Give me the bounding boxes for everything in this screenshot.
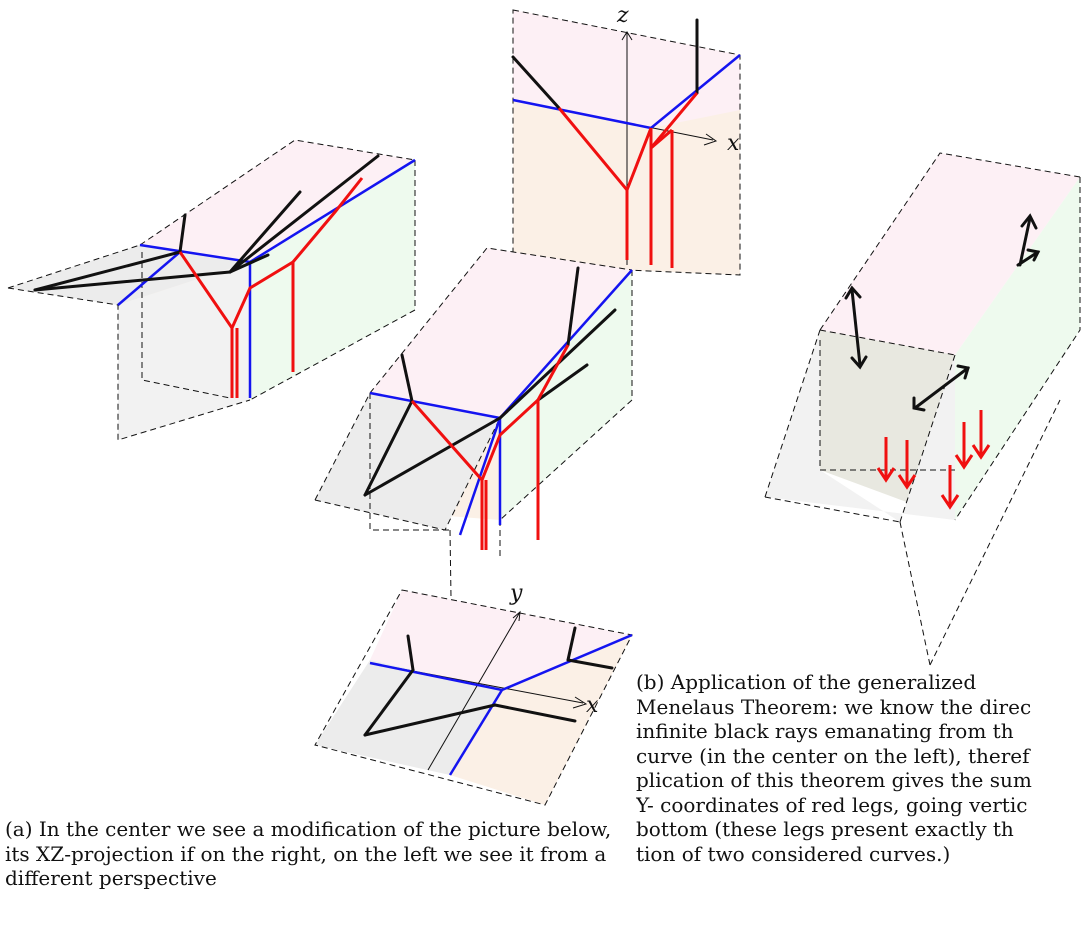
- menelaus-box-panel: [764, 152, 1081, 666]
- black-ray-arrow: [1016, 248, 1041, 267]
- center-box-panel: [314, 247, 633, 666]
- black-ray-arrow: [844, 285, 868, 370]
- caption-b-line: Menelaus Theorem: we know the direc: [636, 694, 1032, 719]
- red-leg-arrow: [954, 422, 974, 470]
- caption-b-line: infinite black rays emanating from th: [636, 719, 1014, 743]
- z-axis-label: z: [616, 3, 629, 28]
- black-ray-arrow: [1018, 213, 1038, 267]
- y-axis-label: y: [509, 581, 523, 606]
- x-axis-label-top: x: [727, 131, 740, 156]
- red-leg-arrow: [971, 410, 991, 460]
- left-perspective-panel: [7, 139, 416, 441]
- black-ray-arrow: [912, 364, 970, 412]
- caption-b-line: Y- coordinates of red legs, going vertic: [636, 792, 1028, 817]
- caption-a: (a) In the center we see a modification …: [5, 817, 612, 890]
- xz-projection-panel: z x: [511, 3, 741, 276]
- caption-b-line: plication of this theorem gives the sum: [636, 768, 1032, 792]
- x-axis-label-bottom: x: [586, 693, 599, 718]
- red-leg-arrow: [897, 440, 917, 490]
- xy-plane-panel: y x: [314, 581, 633, 806]
- red-leg-arrow: [940, 465, 960, 510]
- caption-b-line: curve (in the center on the left), there…: [636, 743, 1030, 768]
- caption-b-line: (b) Application of the generalized: [636, 670, 977, 694]
- caption-b-line: bottom (these legs present exactly th: [636, 817, 1014, 841]
- caption-b: (b) Application of the generalized Menel…: [636, 670, 1083, 866]
- caption-b-line: tion of two considered curves.): [636, 841, 951, 866]
- red-leg-arrow: [876, 437, 896, 483]
